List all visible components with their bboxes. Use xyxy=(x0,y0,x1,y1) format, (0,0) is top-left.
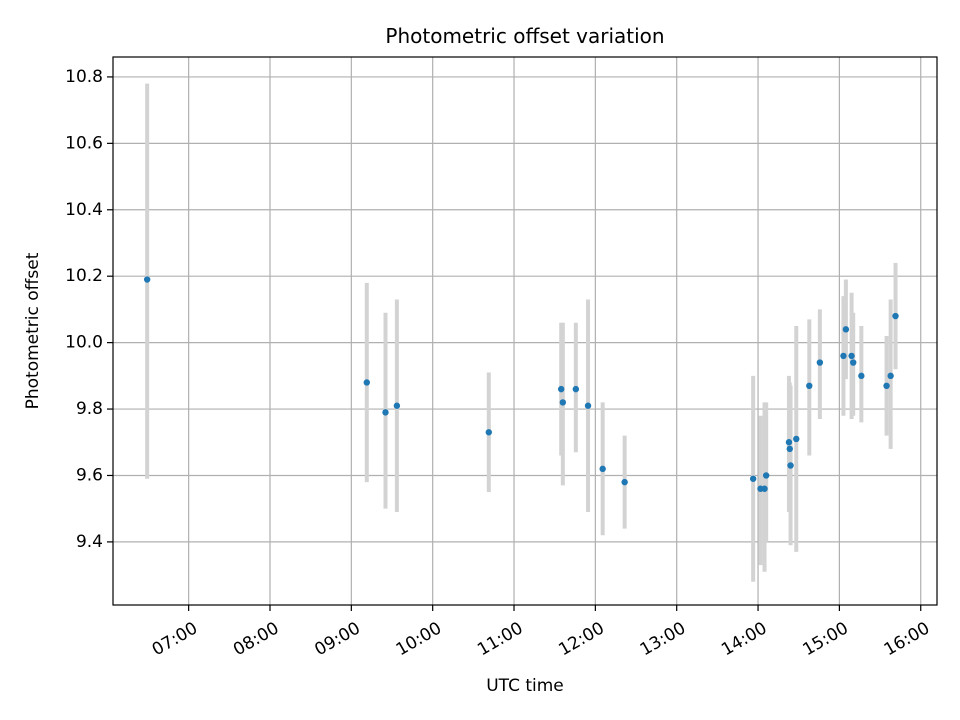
plot-frame xyxy=(112,56,938,606)
data-point xyxy=(761,485,768,492)
data-point xyxy=(858,372,865,380)
data-point xyxy=(883,382,890,389)
data-point xyxy=(749,475,757,482)
data-point xyxy=(584,402,592,409)
data-point xyxy=(485,429,493,436)
data-point xyxy=(557,385,565,393)
y-tick-label: 9.8 xyxy=(76,399,103,419)
data-point xyxy=(363,379,370,386)
data-point xyxy=(840,352,847,360)
y-tick-label: 10.4 xyxy=(65,200,103,220)
data-point xyxy=(382,409,389,416)
y-tick-label: 10.8 xyxy=(65,67,103,87)
data-points xyxy=(143,276,899,492)
data-point xyxy=(850,359,857,366)
data-point xyxy=(816,359,824,366)
x-axis-label: UTC time xyxy=(486,676,564,696)
data-point xyxy=(599,465,606,473)
y-axis-ticks: 9.4 9.6 9.8 10.0 10.2 10.4 10.6 10.8 xyxy=(65,67,113,552)
data-point xyxy=(848,352,855,360)
data-point xyxy=(393,402,401,409)
data-point xyxy=(762,472,770,479)
y-tick-label: 9.6 xyxy=(76,465,103,485)
y-tick-label: 10.6 xyxy=(65,133,103,153)
data-point xyxy=(787,462,794,469)
y-tick-label: 9.4 xyxy=(76,532,103,552)
y-axis-label: Photometric offset xyxy=(23,252,43,409)
data-point xyxy=(559,399,567,406)
data-point xyxy=(892,312,899,320)
data-point xyxy=(793,435,800,443)
data-point xyxy=(806,382,813,389)
data-point xyxy=(785,439,793,446)
chart-title: Photometric offset variation xyxy=(385,24,664,48)
y-tick-label: 10.0 xyxy=(65,333,103,353)
data-point xyxy=(842,326,850,333)
data-point xyxy=(143,276,151,283)
data-point xyxy=(572,385,580,393)
data-point xyxy=(621,478,628,486)
data-point xyxy=(786,445,793,453)
data-point xyxy=(887,372,894,380)
y-tick-label: 10.2 xyxy=(65,266,103,286)
grid-lines xyxy=(113,57,937,605)
